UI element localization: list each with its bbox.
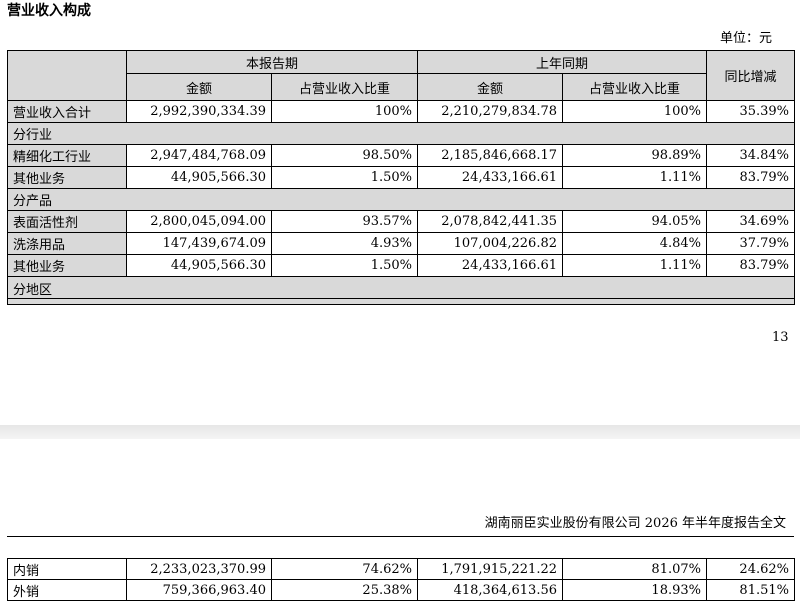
prior-amount: 2,210,279,834.78 xyxy=(417,100,564,123)
yoy-change: 37.79% xyxy=(706,232,796,255)
table-row: 表面活性剂 2,800,045,094.00 93.57% 2,078,842,… xyxy=(7,210,796,233)
yoy-change: 24.62% xyxy=(706,558,795,580)
header-row-2: 金额 占营业收入比重 金额 占营业收入比重 xyxy=(7,73,795,101)
row-label: 内销 xyxy=(7,558,127,580)
section-row-product: 分产品 xyxy=(6,188,796,211)
prior-share: 81.07% xyxy=(562,558,707,580)
total-row: 营业收入合计 2,992,390,334.39 100% 2,210,279,8… xyxy=(7,100,796,123)
row-label: 外销 xyxy=(7,579,127,601)
row-label: 表面活性剂 xyxy=(7,210,127,233)
prior-share: 1.11% xyxy=(562,166,708,189)
prior-amount: 418,364,613.56 xyxy=(417,579,563,601)
current-share: 4.93% xyxy=(270,232,419,255)
header-prior-period: 上年同期 xyxy=(417,50,708,74)
header-prior-amount: 金额 xyxy=(417,73,564,101)
unit-label: 单位：元 xyxy=(719,31,772,46)
yoy-change: 34.84% xyxy=(706,144,796,167)
page-number: 13 xyxy=(772,330,789,345)
table-row: 外销 759,366,963.40 25.38% 418,364,613.56 … xyxy=(7,579,795,601)
current-amount: 44,905,566.30 xyxy=(126,166,272,189)
header-row-1: 本报告期 上年同期 同比增减 xyxy=(7,50,796,101)
current-share: 1.50% xyxy=(270,254,419,277)
current-share: 100% xyxy=(270,100,419,123)
row-label: 营业收入合计 xyxy=(7,100,127,123)
table-row: 精细化工行业 2,947,484,768.09 98.50% 2,185,846… xyxy=(7,144,796,167)
header-current-period: 本报告期 xyxy=(125,50,419,74)
table-row: 洗涤用品 147,439,674.09 4.93% 107,004,226.82… xyxy=(7,232,796,255)
table-row: 内销 2,233,023,370.99 74.62% 1,791,915,221… xyxy=(7,558,795,580)
prior-share: 100% xyxy=(562,100,708,123)
current-share: 93.57% xyxy=(270,210,419,233)
current-share: 25.38% xyxy=(271,579,418,601)
prior-amount: 24,433,166.61 xyxy=(417,166,564,189)
row-label: 洗涤用品 xyxy=(7,232,127,255)
document-footer: 湖南丽臣实业股份有限公司 2026 年半年度报告全文 xyxy=(484,516,786,531)
current-amount: 759,366,963.40 xyxy=(126,579,272,601)
prior-amount: 107,004,226.82 xyxy=(417,232,564,255)
prior-amount: 1,791,915,221.22 xyxy=(417,558,563,580)
section-label: 分产品 xyxy=(6,188,796,211)
current-amount: 2,992,390,334.39 xyxy=(126,100,272,123)
section-label: 分地区 xyxy=(6,276,796,299)
yoy-change: 83.79% xyxy=(706,166,796,189)
current-share: 1.50% xyxy=(270,166,419,189)
prior-share: 98.89% xyxy=(562,144,708,167)
row-label: 精细化工行业 xyxy=(7,144,127,167)
current-amount: 147,439,674.09 xyxy=(126,232,272,255)
row-label: 其他业务 xyxy=(7,254,127,277)
yoy-change: 35.39% xyxy=(706,100,796,123)
prior-amount: 2,185,846,668.17 xyxy=(417,144,564,167)
row-label: 其他业务 xyxy=(7,166,127,189)
header-prior-share: 占营业收入比重 xyxy=(562,73,708,101)
region-table-continued: 内销 2,233,023,370.99 74.62% 1,791,915,221… xyxy=(7,558,795,601)
prior-amount: 2,078,842,441.35 xyxy=(417,210,564,233)
page-break xyxy=(0,425,800,439)
current-amount: 44,905,566.30 xyxy=(126,254,272,277)
yoy-change: 34.69% xyxy=(706,210,796,233)
prior-amount: 24,433,166.61 xyxy=(417,254,564,277)
current-share: 74.62% xyxy=(271,558,418,580)
table-row: 其他业务 44,905,566.30 1.50% 24,433,166.61 1… xyxy=(7,166,796,189)
section-row-region-spacer xyxy=(6,298,796,305)
revenue-composition-table: 本报告期 上年同期 同比增减 金额 占营业收入比重 金额 占营业收入比重 营业收… xyxy=(6,50,796,305)
table-row: 其他业务 44,905,566.30 1.50% 24,433,166.61 1… xyxy=(7,254,796,277)
prior-share: 4.84% xyxy=(562,232,708,255)
spacer-cell xyxy=(6,298,796,305)
prior-share: 94.05% xyxy=(562,210,708,233)
header-current-share: 占营业收入比重 xyxy=(270,73,419,101)
section-label: 分行业 xyxy=(6,122,796,145)
prior-share: 18.93% xyxy=(562,579,707,601)
current-amount: 2,947,484,768.09 xyxy=(126,144,272,167)
current-share: 98.50% xyxy=(270,144,419,167)
section-row-region: 分地区 xyxy=(6,276,796,299)
header-yoy: 同比增减 xyxy=(706,50,796,101)
header-empty-cell xyxy=(7,50,127,101)
prior-share: 1.11% xyxy=(562,254,708,277)
section-row-industry: 分行业 xyxy=(6,122,796,145)
current-amount: 2,233,023,370.99 xyxy=(126,558,272,580)
section-title: 营业收入构成 xyxy=(7,3,91,19)
current-amount: 2,800,045,094.00 xyxy=(126,210,272,233)
header-current-amount: 金额 xyxy=(126,73,272,101)
footer-rule xyxy=(7,536,794,537)
yoy-change: 83.79% xyxy=(706,254,796,277)
yoy-change: 81.51% xyxy=(706,579,795,601)
